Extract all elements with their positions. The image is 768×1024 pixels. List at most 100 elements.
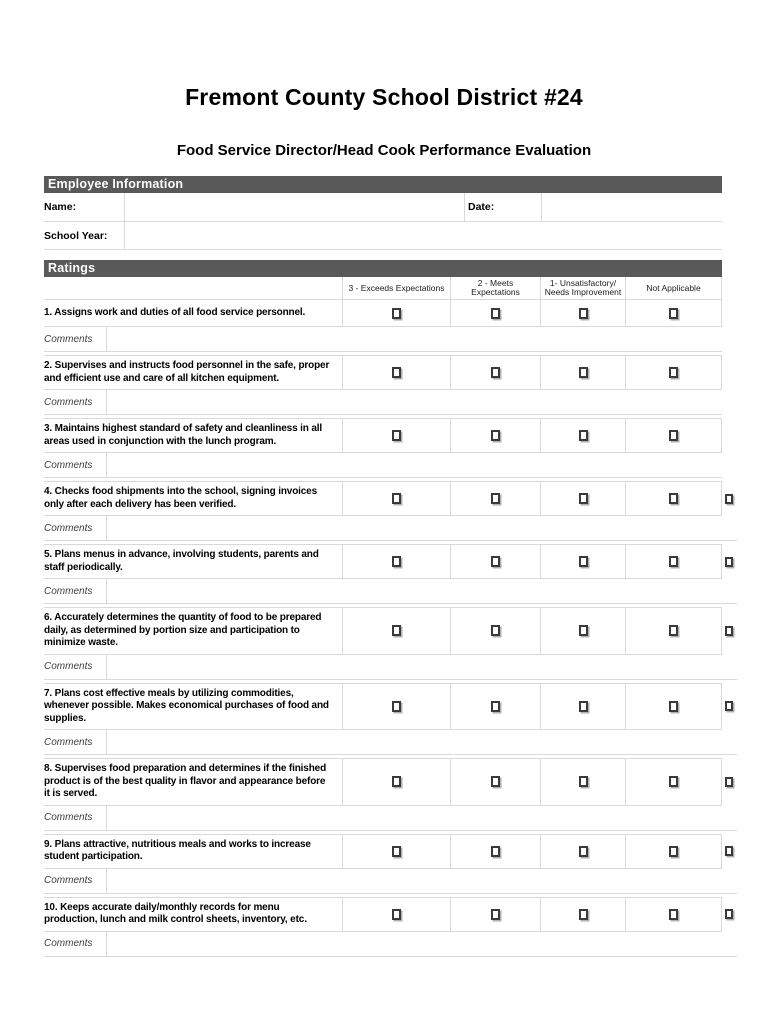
comments-field[interactable] (107, 730, 737, 754)
not-applicable-cell (625, 834, 722, 868)
unsatisfactory-cell (540, 759, 625, 805)
checkbox-item5-col2[interactable] (491, 556, 500, 567)
checkbox-item9-col5[interactable] (725, 846, 733, 856)
school-year-label: School Year: (44, 222, 125, 249)
checkbox-item6-col5[interactable] (725, 625, 733, 636)
rating-block-1: 1. Assigns work and duties of all food s… (44, 299, 722, 352)
checkbox-item3-col3[interactable] (578, 430, 588, 441)
comments-field[interactable] (107, 932, 737, 956)
checkbox-item3-col1[interactable] (392, 430, 401, 441)
checkbox-item6-col4[interactable] (669, 625, 678, 637)
comments-label: Comments (44, 654, 107, 679)
checkbox-item5-col5[interactable] (725, 556, 733, 567)
comments-field[interactable] (107, 327, 722, 351)
checkbox-item4-col2[interactable] (491, 493, 500, 504)
not-applicable-cell (625, 356, 722, 389)
checkbox-item4-col5[interactable] (725, 493, 733, 504)
checkbox-item9-col3[interactable] (578, 845, 588, 857)
checkbox-item8-col4[interactable] (669, 776, 678, 788)
column-header-not-applicable: Not Applicable (625, 277, 722, 299)
checkbox-item9-col4[interactable] (669, 845, 678, 857)
checkbox-item5-col3[interactable] (578, 556, 588, 567)
checkbox-item7-col4[interactable] (669, 700, 678, 712)
comments-label: Comments (44, 931, 107, 956)
checkbox-item9-col2[interactable] (491, 845, 500, 857)
comments-row: Comments (44, 730, 737, 755)
rating-block-2: 2. Supervises and instructs food personn… (44, 355, 722, 415)
checkbox-item8-col1[interactable] (392, 776, 401, 788)
not-applicable-cell (625, 897, 722, 931)
column-header-exceeds-expectations: 3 - Exceeds Expectations (342, 277, 450, 299)
rating-row: 4. Checks food shipments into the school… (44, 481, 733, 516)
checkbox-item1-col2[interactable] (491, 307, 500, 319)
unsatisfactory-cell (540, 608, 625, 654)
not-applicable-cell (625, 482, 722, 515)
checkbox-item7-col5[interactable] (725, 701, 733, 712)
checkbox-item7-col3[interactable] (578, 700, 588, 712)
meets-expectations-cell (450, 356, 540, 389)
name-label: Name: (44, 193, 125, 221)
checkbox-item10-col5[interactable] (725, 909, 733, 919)
meets-expectations-cell (450, 834, 540, 868)
rating-item-text: 1. Assigns work and duties of all food s… (44, 306, 306, 318)
comments-field[interactable] (107, 516, 737, 540)
checkbox-item4-col4[interactable] (669, 493, 678, 504)
rating-item-text: 2. Supervises and instructs food personn… (44, 360, 330, 384)
ratings-header: Ratings (44, 260, 722, 277)
name-field[interactable] (125, 193, 464, 221)
checkbox-item4-col3[interactable] (578, 493, 588, 504)
comments-field[interactable] (107, 579, 737, 603)
date-field[interactable] (542, 193, 722, 221)
checkbox-item2-col1[interactable] (392, 367, 401, 378)
rating-block-9: 9. Plans attractive, nutritious meals an… (44, 833, 737, 894)
checkbox-item8-col2[interactable] (491, 776, 500, 788)
checkbox-item10-col2[interactable] (491, 908, 500, 920)
checkbox-item2-col2[interactable] (491, 367, 500, 378)
checkbox-item7-col2[interactable] (491, 700, 500, 712)
comments-field[interactable] (107, 806, 737, 830)
comments-label: Comments (44, 390, 107, 414)
checkbox-item6-col1[interactable] (392, 625, 401, 637)
checkbox-item6-col3[interactable] (578, 625, 588, 637)
rating-item-text: 4. Checks food shipments into the school… (44, 486, 318, 510)
comments-field[interactable] (107, 390, 722, 414)
school-year-field[interactable] (125, 222, 722, 249)
checkbox-item2-col4[interactable] (669, 367, 678, 378)
rating-block-8: 8. Supervises food preparation and deter… (44, 758, 737, 831)
checkbox-item1-col3[interactable] (578, 307, 588, 319)
checkbox-item8-col3[interactable] (578, 776, 588, 788)
exceeds-expectations-cell (342, 545, 450, 578)
comments-field[interactable] (107, 655, 737, 679)
checkbox-item3-col4[interactable] (669, 430, 678, 441)
comments-field[interactable] (107, 869, 737, 893)
checkbox-item7-col1[interactable] (392, 700, 401, 712)
checkbox-item10-col1[interactable] (392, 908, 401, 920)
page-subtitle: Food Service Director/Head Cook Performa… (176, 142, 592, 159)
rating-row: 3. Maintains highest standard of safety … (44, 418, 722, 453)
checkbox-item6-col2[interactable] (491, 625, 500, 637)
unsatisfactory-cell (540, 356, 625, 389)
checkbox-item4-col1[interactable] (392, 493, 401, 504)
school-year-row: School Year: (44, 222, 722, 250)
checkbox-item1-col1[interactable] (392, 307, 401, 319)
meets-expectations-cell (450, 419, 540, 452)
checkbox-item10-col3[interactable] (578, 908, 588, 920)
comments-label: Comments (44, 516, 107, 540)
checkbox-item8-col5[interactable] (725, 776, 733, 787)
comments-label: Comments (44, 868, 107, 893)
checkbox-item2-col3[interactable] (578, 367, 588, 378)
comments-label: Comments (44, 805, 107, 830)
name-date-row: Name: Date: (44, 193, 722, 222)
rating-item-text: 6. Accurately determines the quantity of… (44, 612, 322, 648)
meets-expectations-cell (450, 545, 540, 578)
checkbox-item5-col4[interactable] (669, 556, 678, 567)
rating-row: 8. Supervises food preparation and deter… (44, 758, 733, 806)
comments-field[interactable] (107, 453, 722, 477)
checkbox-item9-col1[interactable] (392, 845, 401, 857)
comments-row: Comments (44, 579, 737, 604)
checkbox-item5-col1[interactable] (392, 556, 401, 567)
checkbox-item3-col2[interactable] (491, 430, 500, 441)
not-applicable-cell (625, 545, 722, 578)
checkbox-item10-col4[interactable] (669, 908, 678, 920)
checkbox-item1-col4[interactable] (669, 307, 678, 319)
